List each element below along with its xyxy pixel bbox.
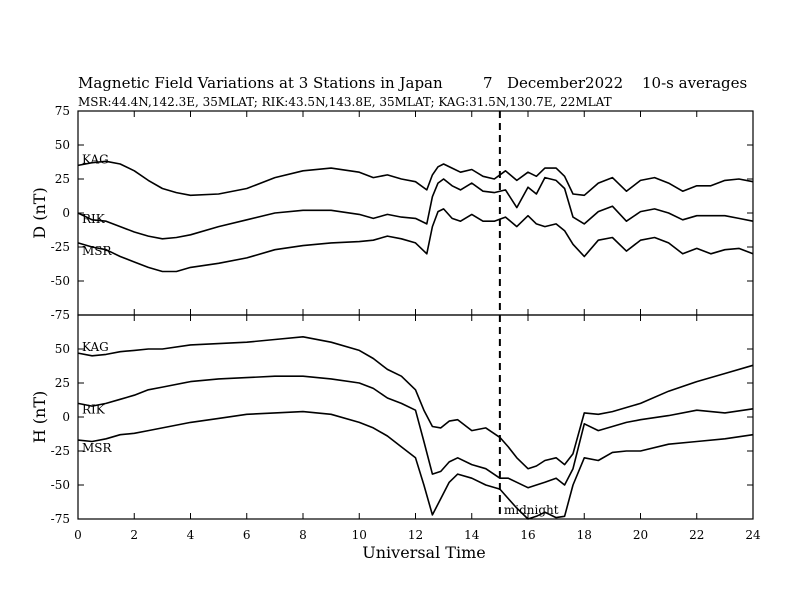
y-axis-label: D (nT)	[30, 187, 49, 238]
station-label-msr: MSR	[82, 244, 113, 258]
trace-msr	[77, 410, 754, 520]
chart-title: Magnetic Field Variations at 3 Stations …	[78, 74, 443, 92]
y-tick-label: 50	[55, 138, 70, 152]
x-tick-label: 16	[520, 528, 535, 542]
y-tick-label: -75	[51, 512, 70, 526]
x-tick-label: 8	[299, 528, 307, 542]
y-tick-label: -50	[51, 274, 70, 288]
x-tick-label: 6	[243, 528, 251, 542]
stations-info: MSR:44.4N,142.3E, 35MLAT; RIK:43.5N,143.…	[78, 95, 612, 109]
d-component-panel: -75 -50 -25 0 25 50 75 D (nT) KAG RIK MSR	[30, 104, 754, 322]
trace-rik	[77, 176, 754, 240]
x-tick-label: 20	[633, 528, 648, 542]
station-label-rik: RIK	[82, 402, 106, 416]
x-tick-label: 10	[352, 528, 367, 542]
y-tick-label: 0	[62, 410, 70, 424]
trace-kag	[77, 336, 754, 470]
trace-kag	[77, 160, 754, 197]
y-axis-label: H (nT)	[30, 391, 49, 444]
date-day: 7	[483, 74, 493, 92]
x-tick-label: 12	[408, 528, 423, 542]
y-tick-label: -50	[51, 478, 70, 492]
station-label-rik: RIK	[82, 212, 106, 226]
y-tick-label: 0	[62, 206, 70, 220]
x-tick-label: 2	[130, 528, 138, 542]
y-tick-label: 75	[55, 104, 70, 118]
top-plot-frame	[77, 110, 754, 316]
y-tick-label: -25	[51, 444, 70, 458]
y-tick-label: 25	[55, 376, 70, 390]
station-label-kag: KAG	[82, 340, 109, 354]
trace-rik	[77, 375, 754, 489]
x-tick-label: 18	[577, 528, 592, 542]
y-tick-label: -25	[51, 240, 70, 254]
bottom-plot-frame	[77, 314, 754, 520]
y-tick-label: -75	[51, 308, 70, 322]
trace-msr	[77, 208, 754, 273]
y-tick-label: 25	[55, 172, 70, 186]
x-axis-label: Universal Time	[362, 543, 485, 562]
x-tick-label: 22	[689, 528, 704, 542]
x-tick-label: 4	[187, 528, 195, 542]
averaging-label: 10-s averages	[642, 74, 747, 92]
station-label-msr: MSR	[82, 441, 113, 455]
x-tick-label: 24	[745, 528, 761, 542]
midnight-label: midnight	[504, 503, 559, 517]
date-month-year: December2022	[507, 74, 623, 92]
x-tick-label: 0	[74, 528, 82, 542]
x-tick-label: 14	[464, 528, 480, 542]
y-tick-label: 50	[55, 342, 70, 356]
station-label-kag: KAG	[82, 152, 109, 166]
